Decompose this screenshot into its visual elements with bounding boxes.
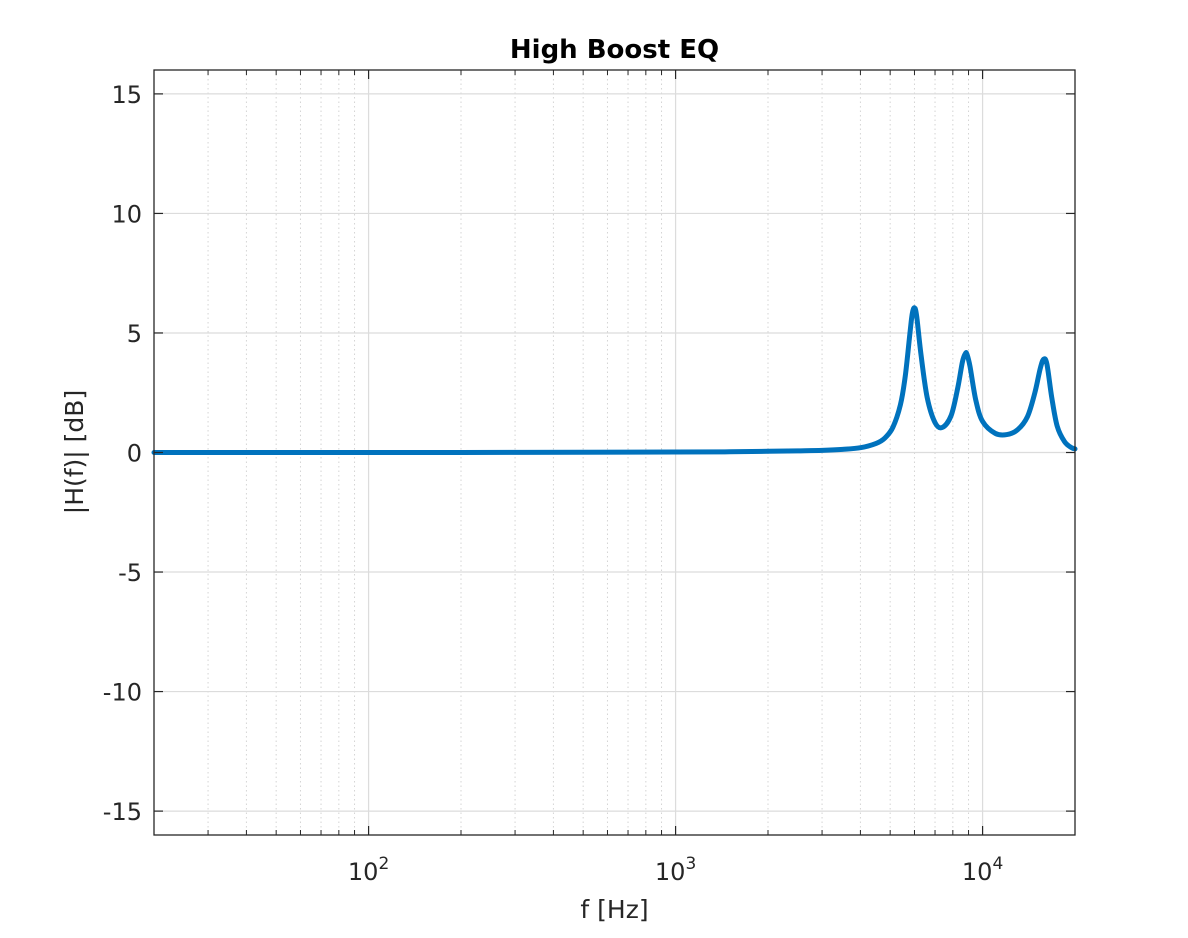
x-tick-labels: 102 103 104: [348, 854, 1003, 886]
y-tick-label: -15: [103, 798, 142, 826]
chart-title: High Boost EQ: [510, 35, 719, 65]
x-tick-label: 103: [655, 854, 696, 886]
y-tick-label: 15: [111, 81, 142, 109]
y-axis-label: |H(f)| [dB]: [60, 390, 89, 514]
series-line: [151, 305, 1078, 456]
y-tick-label: 10: [111, 200, 142, 228]
y-tick-labels: -15 -10 -5 0 5 10 15: [103, 81, 142, 826]
y-tick-label: 0: [127, 440, 142, 468]
y-tick-label: -10: [103, 679, 142, 707]
x-axis-label: f [Hz]: [580, 895, 648, 924]
x-tick-label: 104: [962, 854, 1003, 886]
series-layer: [151, 305, 1078, 456]
y-tick-label: -5: [118, 559, 142, 587]
y-tick-label: 5: [127, 320, 142, 348]
x-tick-label: 102: [348, 854, 389, 886]
tick-marks: [154, 70, 1075, 835]
